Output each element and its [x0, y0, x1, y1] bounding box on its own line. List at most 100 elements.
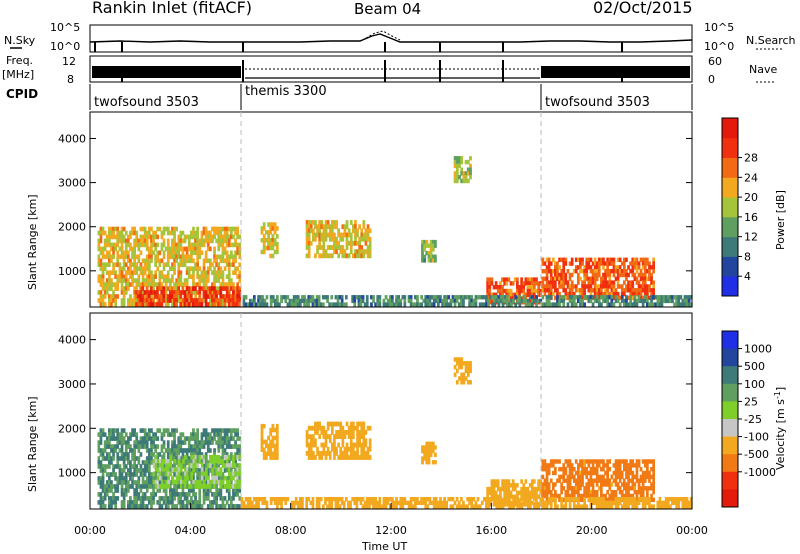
range-time-cell: [164, 282, 168, 287]
range-time-cell: [230, 242, 233, 248]
range-time-cell: [488, 288, 492, 294]
y-tick-label: 1000: [58, 265, 86, 278]
range-time-cell: [156, 475, 160, 481]
range-time-cell: [267, 230, 270, 235]
range-time-cell: [606, 490, 609, 495]
range-time-cell: [114, 428, 117, 433]
range-time-cell: [499, 490, 502, 496]
range-time-cell: [206, 238, 210, 244]
range-time-cell: [627, 470, 630, 476]
range-time-cell: [179, 500, 183, 505]
range-time-cell: [183, 258, 187, 264]
range-time-cell: [326, 425, 330, 431]
range-time-cell: [643, 463, 647, 468]
range-time-cell: [110, 488, 113, 493]
range-time-cell: [225, 463, 229, 468]
range-time-cell: [185, 492, 189, 497]
range-time-cell: [583, 493, 586, 499]
range-time-cell: [589, 291, 593, 297]
range-time-cell: [689, 295, 693, 300]
range-time-cell: [101, 254, 105, 260]
range-time-cell: [311, 302, 315, 307]
range-time-cell: [161, 459, 164, 464]
range-time-cell: [152, 234, 155, 240]
range-time-cell: [230, 496, 233, 501]
range-time-cell: [112, 452, 115, 457]
range-time-cell: [129, 468, 132, 473]
range-time-cell: [416, 500, 419, 505]
range-time-cell: [196, 484, 200, 489]
range-time-cell: [131, 480, 134, 485]
range-time-cell: [568, 272, 572, 278]
range-time-cell: [223, 496, 227, 501]
range-time-cell: [217, 262, 221, 267]
range-time-cell: [635, 459, 639, 464]
range-time-cell: [312, 442, 315, 448]
range-time-cell: [273, 427, 277, 433]
range-time-cell: [322, 253, 326, 259]
range-time-cell: [418, 500, 421, 505]
range-time-cell: [631, 459, 635, 464]
y-tick-label: 2000: [58, 221, 86, 234]
range-time-cell: [564, 467, 568, 472]
range-time-cell: [145, 254, 149, 260]
range-time-cell: [399, 302, 403, 307]
range-time-cell: [211, 500, 214, 505]
range-time-cell: [156, 226, 160, 232]
range-time-cell: [658, 302, 662, 307]
range-time-cell: [361, 298, 365, 304]
range-time-cell: [556, 298, 559, 304]
range-time-cell: [185, 250, 189, 256]
range-time-cell: [265, 245, 268, 251]
range-time-cell: [177, 444, 181, 449]
range-time-cell: [652, 257, 655, 262]
range-time-cell: [627, 493, 630, 499]
range-time-cell: [192, 234, 195, 240]
range-time-cell: [223, 230, 227, 236]
range-time-cell: [213, 230, 216, 236]
range-time-cell: [625, 482, 628, 487]
range-time-cell: [631, 288, 635, 293]
range-time-cell: [135, 270, 139, 275]
range-time-cell: [339, 425, 343, 431]
range-time-cell: [669, 298, 672, 304]
range-time-cell: [312, 220, 315, 225]
range-time-cell: [179, 467, 183, 473]
range-time-cell: [633, 288, 637, 293]
range-time-cell: [487, 302, 490, 307]
range-time-cell: [192, 504, 195, 509]
range-time-cell: [574, 470, 578, 476]
range-time-cell: [487, 497, 490, 502]
range-time-cell: [395, 497, 398, 502]
range-time-cell: [200, 444, 204, 449]
range-time-cell: [490, 483, 494, 488]
range-time-cell: [137, 258, 141, 264]
range-time-cell: [620, 482, 624, 487]
range-time-cell: [103, 444, 107, 449]
range-time-cell: [627, 272, 630, 278]
range-time-cell: [150, 250, 153, 256]
range-time-cell: [545, 298, 549, 304]
range-time-cell: [211, 459, 214, 464]
x-axis-label: Time UT: [361, 540, 407, 553]
range-time-cell: [190, 454, 193, 460]
range-time-cell: [196, 274, 199, 279]
range-time-cell: [238, 475, 242, 481]
range-time-cell: [507, 277, 511, 282]
range-time-cell: [221, 242, 225, 248]
range-time-cell: [219, 302, 223, 307]
range-time-cell: [129, 274, 132, 279]
range-time-cell: [365, 500, 369, 505]
range-time-cell: [496, 494, 500, 499]
range-time-cell: [597, 295, 601, 301]
range-time-cell: [429, 441, 433, 446]
range-time-cell: [524, 494, 528, 499]
range-time-cell: [549, 284, 553, 289]
range-time-cell: [656, 298, 660, 304]
range-time-cell: [190, 234, 193, 240]
range-time-cell: [101, 432, 105, 437]
range-time-cell: [335, 249, 338, 255]
range-time-cell: [200, 250, 204, 256]
range-time-cell: [179, 254, 183, 260]
range-time-cell: [597, 291, 601, 297]
